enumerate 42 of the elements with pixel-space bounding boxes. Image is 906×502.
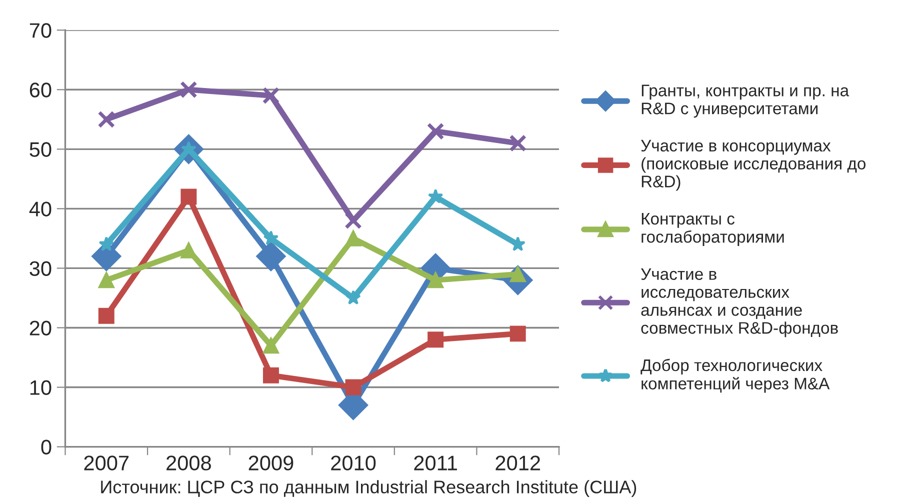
- y-tick-label: 0: [41, 440, 52, 455]
- x-tick-label: 2012: [496, 456, 540, 470]
- x-tick-label: 2007: [84, 456, 129, 470]
- y-tick-label: 40: [29, 202, 52, 216]
- point: [345, 379, 362, 396]
- y-tick-label: 20: [30, 320, 52, 336]
- point: [98, 272, 114, 288]
- point: [262, 367, 279, 384]
- point: [263, 230, 279, 246]
- y-tick-label: 10: [30, 380, 52, 396]
- point: [428, 272, 444, 288]
- point: [180, 80, 198, 98]
- point: [426, 122, 444, 140]
- x-tick-label: 2009: [248, 456, 294, 470]
- point: [262, 338, 279, 354]
- point: [98, 308, 114, 324]
- legend-label: Участие в исследовательских альянсах и создание совместных R&D-фондов: [640, 268, 838, 338]
- y-tick-label: 60: [30, 82, 52, 98]
- text: Источник: ЦСР СЗ по данным Industrial Research Institute (США): [101, 480, 636, 497]
- legend-label: Гранты, контракты и пр. на R&D с университетами: [642, 84, 850, 118]
- point: [428, 332, 444, 348]
- point: [509, 134, 527, 152]
- y-tick-label: 50: [30, 142, 52, 157]
- legend-label: Участие в консорциумах (поисковые исследования до R&D): [640, 140, 866, 191]
- point: [510, 236, 526, 252]
- point: [180, 188, 197, 205]
- legend-label: Контракты с гослабораториями: [642, 213, 784, 246]
- point: [180, 242, 197, 258]
- point: [98, 236, 114, 252]
- point: [262, 86, 280, 104]
- y-tick-label: 70: [30, 23, 52, 38]
- point: [256, 242, 286, 272]
- legend-label: Добор технологических компетенций через M&A: [640, 358, 830, 393]
- point: [428, 188, 444, 204]
- point: [98, 110, 116, 128]
- x-tick-label: 2010: [331, 456, 376, 470]
- point: [510, 326, 526, 342]
- point: [345, 230, 362, 246]
- x-tick-label: 2011: [414, 456, 457, 470]
- x-tick-label: 2008: [166, 456, 211, 470]
- y-tick-label: 30: [30, 261, 52, 276]
- point: [346, 290, 361, 305]
